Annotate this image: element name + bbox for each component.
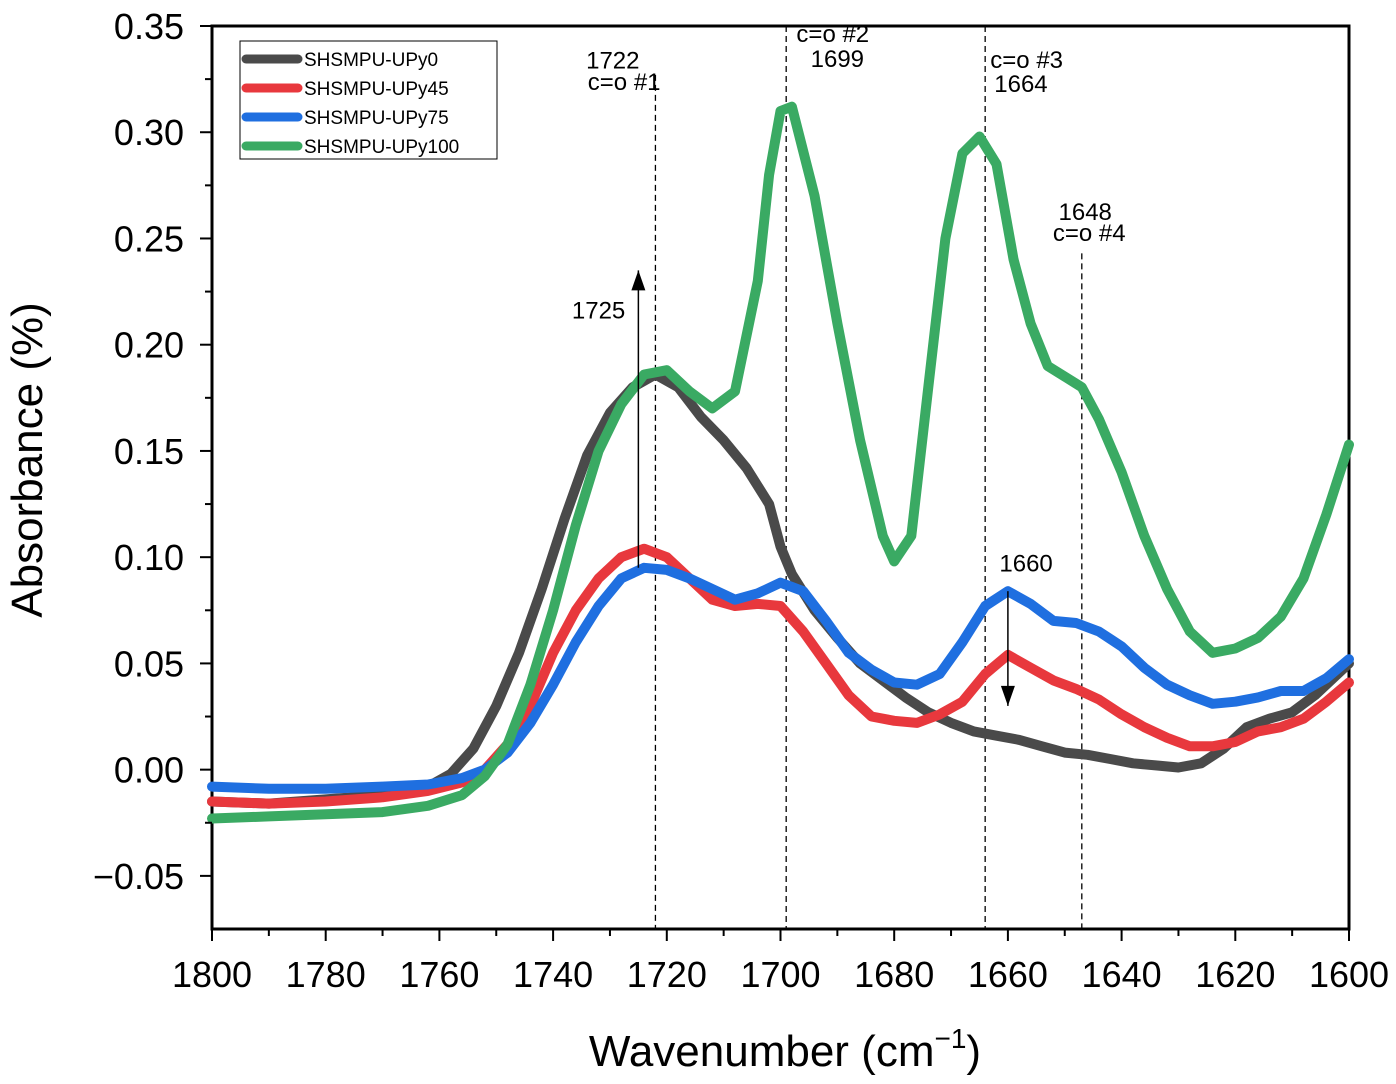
annotation-label: c=o #3 bbox=[990, 47, 1063, 74]
annotation-label: 1664 bbox=[994, 71, 1047, 98]
arrow-head bbox=[631, 270, 646, 291]
y-tick-label: 0.25 bbox=[114, 218, 184, 259]
x-tick-label: 1720 bbox=[627, 954, 707, 995]
legend-label: SHSMPU-UPy0 bbox=[304, 50, 438, 71]
y-tick-label: 0.35 bbox=[114, 6, 184, 47]
y-tick-label: −0.05 bbox=[93, 856, 184, 897]
arrow-head bbox=[1000, 685, 1015, 706]
annotation-label: c=o #2 bbox=[796, 21, 869, 48]
y-tick-label: 0.05 bbox=[114, 643, 184, 684]
reference-lines bbox=[654, 26, 1083, 929]
annotation-label: 1660 bbox=[999, 551, 1052, 578]
annotation-label: 1648 bbox=[1059, 199, 1112, 226]
x-tick-label: 1600 bbox=[1309, 954, 1389, 995]
annotation-label: 1725 bbox=[572, 297, 625, 324]
series-layer bbox=[207, 101, 1354, 824]
x-axis-title-main: Wavenumber (cm bbox=[589, 1027, 935, 1076]
legend-label: SHSMPU-UPy100 bbox=[304, 137, 459, 158]
x-tick-label: 1620 bbox=[1195, 954, 1275, 995]
x-axis-title-sup: −1 bbox=[934, 1023, 966, 1054]
series-line-shsmpu-upy75 bbox=[207, 562, 1354, 794]
y-tick-label: 0.15 bbox=[114, 431, 184, 472]
series-line-shsmpu-upy100 bbox=[207, 101, 1354, 824]
y-tick-label: 0.00 bbox=[114, 750, 184, 791]
legend: SHSMPU-UPy0 SHSMPU-UPy45 SHSMPU-UPy75 SHSMP… bbox=[239, 40, 498, 160]
annotation-label: c=o #1 bbox=[588, 69, 661, 96]
peak-arrows bbox=[631, 270, 1015, 706]
y-tick-label: 0.20 bbox=[114, 325, 184, 366]
annotation-label: 1722 bbox=[586, 47, 639, 74]
legend-label: SHSMPU-UPy75 bbox=[304, 108, 449, 129]
y-tick-label: 0.10 bbox=[114, 537, 184, 578]
legend-label: SHSMPU-UPy45 bbox=[304, 79, 449, 100]
x-tick-label: 1780 bbox=[286, 954, 366, 995]
x-axis-title-close: ) bbox=[966, 1027, 981, 1076]
x-tick-label: 1740 bbox=[513, 954, 593, 995]
x-tick-label: 1760 bbox=[399, 954, 479, 995]
y-axis-title: Absorbance (%) bbox=[3, 302, 52, 617]
x-tick-label: 1660 bbox=[968, 954, 1048, 995]
y-tick-label: 0.30 bbox=[114, 112, 184, 153]
annotation-label: 1699 bbox=[811, 46, 864, 73]
axis-ticks: 1800 1780 1760 1740 1720 1700 1680 1660 1640 1620… bbox=[93, 6, 1389, 995]
x-tick-label: 1800 bbox=[172, 954, 252, 995]
annotation-label: c=o #4 bbox=[1053, 220, 1126, 247]
x-tick-label: 1680 bbox=[854, 954, 934, 995]
x-axis-title: Wavenumber (cm−1) bbox=[589, 1023, 981, 1076]
x-tick-label: 1640 bbox=[1082, 954, 1162, 995]
x-tick-label: 1700 bbox=[740, 954, 820, 995]
